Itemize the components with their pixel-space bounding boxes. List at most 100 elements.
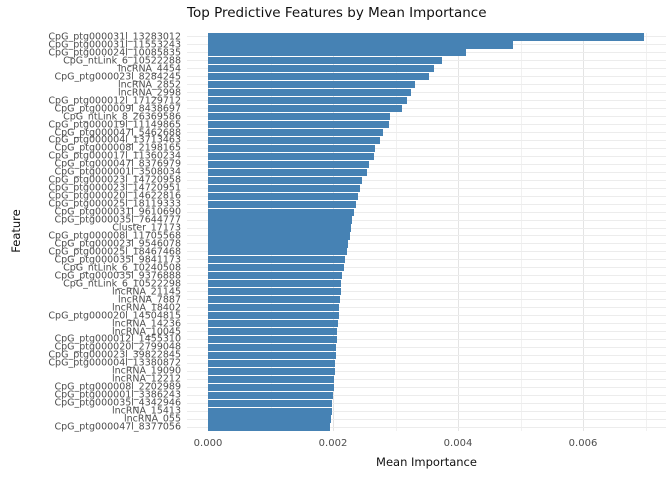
x-tick-label: 0.000 bbox=[193, 438, 223, 449]
bar bbox=[208, 105, 402, 113]
bar bbox=[208, 296, 340, 304]
y-gridline bbox=[187, 386, 666, 388]
bar bbox=[208, 89, 412, 97]
y-gridline bbox=[187, 235, 666, 237]
x-tick-label: 0.004 bbox=[443, 438, 473, 449]
bar bbox=[208, 375, 335, 383]
y-gridline bbox=[187, 378, 666, 380]
y-gridline bbox=[187, 426, 666, 428]
bar bbox=[208, 168, 367, 176]
y-tick-label: lncRNA_12212 bbox=[111, 373, 181, 385]
bar bbox=[208, 367, 335, 375]
y-tick-label: CpG_ptg000001l_3508034 bbox=[54, 166, 181, 178]
y-gridline bbox=[187, 227, 666, 229]
bar bbox=[208, 407, 332, 415]
x-gridline bbox=[583, 33, 584, 431]
bar bbox=[208, 272, 343, 280]
y-gridline bbox=[187, 291, 666, 293]
y-tick-labels: CpG_ptg000031l_13283012 CpG_ptg000031l_11… bbox=[0, 31, 181, 433]
y-gridline bbox=[187, 370, 666, 372]
y-tick-label: CpG_ntLink_6_10240508 bbox=[63, 262, 181, 274]
y-gridline bbox=[187, 219, 666, 221]
bar bbox=[208, 112, 390, 121]
y-gridline bbox=[187, 275, 666, 277]
y-tick-label: CpG_ptg000023l_39822845 bbox=[48, 349, 181, 361]
bar bbox=[208, 192, 358, 200]
y-tick-label: lncRNA_055 bbox=[124, 413, 181, 425]
bar bbox=[208, 160, 370, 168]
y-tick-label: CpG_ptg000023l_9546078 bbox=[54, 238, 181, 250]
y-gridline bbox=[187, 362, 666, 364]
bar bbox=[208, 319, 338, 328]
bar bbox=[208, 120, 389, 129]
bar bbox=[208, 288, 341, 296]
y-tick-label: CpG_ptg000031l_9610690 bbox=[54, 206, 181, 218]
y-tick-label: CpG_ptg000031l_13283012 bbox=[48, 31, 181, 43]
bar bbox=[208, 335, 337, 344]
y-tick-label: CpG_ptg000023l_14720951 bbox=[48, 182, 181, 194]
y-tick-label: CpG_ptg000012l_1455310 bbox=[54, 333, 181, 345]
y-tick-label: CpG_ntLink_6_10522288 bbox=[63, 55, 181, 67]
y-tick-label: CpG_ptg000008l_2198165 bbox=[54, 142, 181, 154]
y-tick-label: CpG_ptg000047l_8377056 bbox=[54, 421, 181, 433]
bar bbox=[208, 176, 362, 184]
y-tick-label: CpG_ptg000017l_11360234 bbox=[48, 150, 181, 162]
y-tick-label: CpG_ptg000035l_7644777 bbox=[54, 214, 181, 226]
y-gridline bbox=[187, 211, 666, 213]
y-gridline bbox=[187, 323, 666, 325]
bar bbox=[208, 304, 340, 312]
y-gridline bbox=[187, 402, 666, 404]
y-gridline bbox=[187, 179, 666, 181]
bar bbox=[208, 33, 644, 41]
bar bbox=[208, 224, 352, 232]
x-tick-labels: 0.000 0.002 0.004 0.006 bbox=[187, 438, 666, 452]
x-tick-label: 0.006 bbox=[568, 438, 598, 449]
y-tick-label: CpG_ptg000025l_18467468 bbox=[48, 246, 181, 258]
y-gridline bbox=[187, 132, 666, 133]
y-tick-label: CpG_ptg000019l_11149865 bbox=[48, 118, 181, 130]
x-gridline bbox=[520, 33, 522, 431]
y-tick-label: CpG_ptg000035l_9841173 bbox=[54, 254, 181, 266]
bar bbox=[208, 256, 345, 264]
y-gridline bbox=[187, 84, 666, 86]
y-gridline bbox=[187, 147, 666, 149]
bar bbox=[208, 144, 375, 152]
y-tick-label: CpG_ptg000008l_11705568 bbox=[48, 230, 181, 242]
y-tick-label: lncRNA_2852 bbox=[117, 78, 181, 90]
y-tick-label: CpG_ptg000012l_17129712 bbox=[48, 94, 181, 106]
y-gridline bbox=[187, 243, 666, 245]
y-gridline bbox=[187, 346, 666, 348]
y-tick-label: lncRNA_15413 bbox=[111, 405, 181, 417]
y-gridline bbox=[187, 195, 666, 197]
y-tick-label: CpG_ptg000023l_14720958 bbox=[48, 174, 181, 186]
x-gridline bbox=[458, 33, 459, 431]
y-tick-label: lncRNA_14236 bbox=[111, 317, 181, 329]
bar bbox=[208, 232, 350, 240]
y-tick-label: CpG_ptg000004l_13713463 bbox=[48, 134, 181, 146]
y-tick-label: lncRNA_10045 bbox=[111, 325, 181, 337]
y-gridline bbox=[187, 299, 666, 301]
y-gridline bbox=[187, 307, 666, 309]
bar bbox=[208, 264, 344, 272]
bar bbox=[208, 280, 342, 288]
y-gridline bbox=[187, 354, 666, 356]
y-tick-label: lncRNA_21145 bbox=[111, 285, 181, 297]
y-gridline bbox=[187, 116, 666, 118]
y-tick-label: CpG_ptg000047l_8376979 bbox=[54, 158, 181, 170]
y-gridline bbox=[187, 203, 666, 205]
bar bbox=[208, 136, 380, 145]
y-gridline bbox=[187, 171, 666, 173]
y-tick-label: lncRNA_18402 bbox=[111, 301, 181, 313]
bar bbox=[208, 399, 333, 407]
y-tick-label: CpG_ptg000025l_18119333 bbox=[48, 198, 181, 210]
bar bbox=[208, 327, 338, 336]
y-gridline bbox=[187, 267, 666, 269]
y-gridline bbox=[187, 410, 666, 412]
y-tick-label: CpG_ptg000031l_11553243 bbox=[48, 39, 181, 51]
plot-panel bbox=[187, 33, 666, 431]
y-tick-label: CpG_ptg000035l_9376888 bbox=[54, 270, 181, 282]
y-tick-label: CpG_ntLink_8_26369586 bbox=[63, 110, 181, 122]
bar bbox=[208, 41, 513, 49]
y-gridline bbox=[187, 92, 666, 94]
